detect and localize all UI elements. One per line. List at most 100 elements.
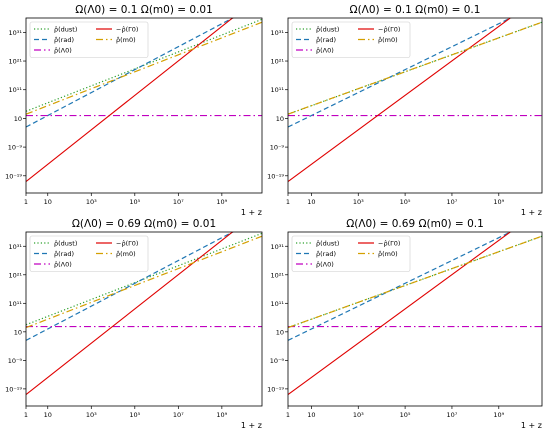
x-tick-label: 10³ — [86, 411, 97, 419]
series-line-2 — [26, 232, 235, 341]
y-tick-label: 10 — [14, 328, 22, 336]
x-tick-label: 10⁷ — [446, 411, 457, 419]
series-line-2 — [288, 232, 512, 341]
y-tick-label: 10⁻¹⁹ — [267, 172, 284, 180]
legend-box — [291, 21, 411, 58]
x-tick-label: 10⁹ — [493, 411, 504, 419]
legend-label: −ρ̂(Γ0) — [378, 240, 400, 248]
chart-panel-2: Ω(Λ0) = 0.1 Ω(m0) = 0.1 1 10 10³ 10⁵ 10⁷ 10⁹ 10… — [267, 4, 543, 217]
x-tick-label: 10⁹ — [216, 411, 227, 419]
legend-label: −ρ̂(Γ0) — [378, 26, 400, 34]
y-tick-label: 10⁻⁹ — [270, 357, 285, 365]
series-line-4 — [288, 232, 512, 396]
y-tick-label: 10 — [14, 115, 22, 123]
legend-label: ρ̂(dust) — [316, 240, 339, 248]
chart-panel-1: Ω(Λ0) = 0.1 Ω(m0) = 0.01 1 10 10³ 10⁵ 10⁷ 10⁹ 1… — [5, 4, 263, 217]
x-tick-label: 1 — [286, 411, 290, 419]
legend-label: −ρ̂(Γ0) — [116, 240, 138, 248]
series-line-2 — [288, 18, 512, 128]
legend-label: ρ̂(Λ0) — [54, 261, 72, 269]
legend-label: ρ̂(rad) — [54, 36, 74, 44]
y-tick-label: 10⁻⁹ — [270, 144, 285, 152]
y-tick-label: 10³¹ — [271, 243, 285, 251]
x-tick-label: 10 — [307, 411, 315, 419]
x-axis-label: 1 + z — [521, 208, 542, 217]
legend-label: ρ̂(m0) — [378, 36, 398, 44]
axes-frame — [25, 17, 263, 194]
y-tick-label: 10²¹ — [9, 58, 23, 66]
chart-panel-4: Ω(Λ0) = 0.69 Ω(m0) = 0.1 1 10 10³ 10⁵ 10⁷ 10⁹ 1… — [267, 218, 543, 430]
legend-label: ρ̂(Λ0) — [316, 47, 334, 55]
y-tick-label: 10⁻⁹ — [8, 144, 23, 152]
x-tick-label: 10⁵ — [129, 411, 140, 419]
y-tick-label: 10¹¹ — [271, 300, 285, 308]
y-tick-label: 10 — [276, 115, 284, 123]
x-axis-label: 1 + z — [521, 421, 542, 430]
series-line-5 — [288, 21, 542, 115]
x-axis-label: 1 + z — [241, 421, 262, 430]
x-tick-label: 10³ — [353, 411, 364, 419]
axes-frame — [287, 231, 543, 407]
y-tick-label: 10⁻¹⁹ — [5, 172, 22, 180]
series-line-5 — [288, 235, 542, 329]
chart-panel-3: Ω(Λ0) = 0.69 Ω(m0) = 0.01 1 10 10³ 10⁵ 10⁷ 10⁹… — [5, 218, 263, 430]
x-tick-label: 10³ — [353, 198, 364, 206]
chart-title: Ω(Λ0) = 0.69 Ω(m0) = 0.01 — [72, 218, 216, 230]
x-tick-label: 10⁹ — [493, 198, 504, 206]
y-tick-label: 10¹¹ — [271, 86, 285, 94]
y-tick-label: 10 — [276, 328, 284, 336]
x-tick-label: 10⁵ — [400, 198, 411, 206]
x-tick-label: 10³ — [86, 198, 97, 206]
x-tick-label: 1 — [24, 198, 28, 206]
axes-frame — [287, 17, 543, 194]
x-tick-label: 1 — [24, 411, 28, 419]
x-tick-label: 1 — [286, 198, 290, 206]
x-tick-label: 10⁹ — [216, 198, 227, 206]
y-tick-label: 10²¹ — [271, 271, 285, 279]
series-line-4 — [26, 18, 234, 182]
y-tick-label: 10⁻⁹ — [8, 357, 23, 365]
y-tick-label: 10¹¹ — [9, 300, 23, 308]
x-axis-label: 1 + z — [241, 208, 262, 217]
legend-label: ρ̂(dust) — [54, 26, 77, 34]
legend-label: ρ̂(rad) — [316, 250, 336, 258]
legend-box — [291, 235, 411, 272]
y-tick-label: 10³¹ — [9, 243, 23, 251]
series-line-1 — [26, 18, 262, 112]
legend-label: ρ̂(Λ0) — [316, 261, 334, 269]
series-line-4 — [288, 18, 512, 182]
x-tick-label: 10⁵ — [400, 411, 411, 419]
x-tick-label: 10⁷ — [446, 198, 457, 206]
x-tick-label: 10 — [307, 198, 315, 206]
axes-frame — [25, 231, 263, 407]
x-tick-label: 10⁷ — [173, 198, 184, 206]
x-tick-label: 10 — [44, 411, 52, 419]
legend-label: ρ̂(m0) — [116, 36, 136, 44]
series-line-4 — [26, 232, 234, 396]
legend-label: ρ̂(Λ0) — [54, 47, 72, 55]
legend-label: ρ̂(rad) — [316, 36, 336, 44]
legend-label: ρ̂(m0) — [378, 250, 398, 258]
y-tick-label: 10⁻¹⁹ — [5, 385, 22, 393]
series-line-2 — [26, 18, 235, 128]
y-tick-label: 10²¹ — [9, 271, 23, 279]
legend-box — [29, 235, 149, 272]
legend-label: ρ̂(rad) — [54, 250, 74, 258]
y-tick-label: 10²¹ — [271, 58, 285, 66]
y-tick-label: 10⁻¹⁹ — [267, 385, 284, 393]
x-tick-label: 10⁷ — [173, 411, 184, 419]
chart-title: Ω(Λ0) = 0.1 Ω(m0) = 0.01 — [75, 4, 213, 16]
y-tick-label: 10³¹ — [9, 29, 23, 37]
legend-label: ρ̂(m0) — [116, 250, 136, 258]
legend-label: −ρ̂(Γ0) — [116, 26, 138, 34]
y-tick-label: 10¹¹ — [9, 86, 23, 94]
legend-label: ρ̂(dust) — [316, 26, 339, 34]
y-tick-label: 10³¹ — [271, 29, 285, 37]
series-line-5 — [26, 235, 262, 329]
x-tick-label: 10⁵ — [129, 198, 140, 206]
chart-title: Ω(Λ0) = 0.1 Ω(m0) = 0.1 — [350, 4, 481, 16]
legend-box — [29, 21, 149, 58]
chart-title: Ω(Λ0) = 0.69 Ω(m0) = 0.1 — [346, 218, 484, 230]
legend-label: ρ̂(dust) — [54, 240, 77, 248]
